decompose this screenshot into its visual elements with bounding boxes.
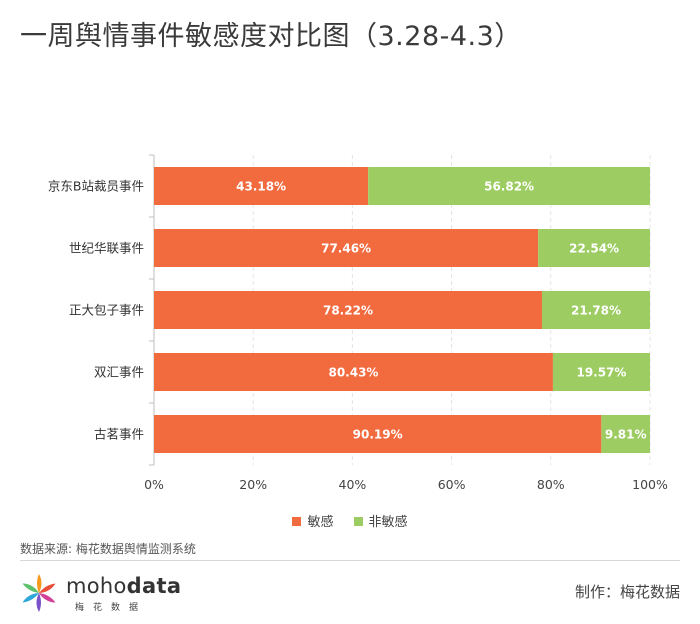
- data-label: 90.19%: [353, 428, 403, 442]
- mohodata-logo: mohodata 梅花数据: [18, 572, 181, 616]
- x-tick-label: 60%: [438, 477, 466, 492]
- data-label: 56.82%: [484, 180, 534, 194]
- data-label: 77.46%: [321, 242, 371, 256]
- logo-wordmark: mohodata: [66, 574, 181, 598]
- bar-segment: [154, 291, 542, 329]
- data-label: 80.43%: [328, 366, 378, 380]
- x-tick-label: 0%: [144, 477, 164, 492]
- data-label: 43.18%: [236, 180, 286, 194]
- bar-segment: [541, 291, 650, 329]
- chart-title: 一周舆情事件敏感度对比图（3.28-4.3）: [20, 21, 522, 52]
- logo-word-light: moho: [66, 574, 127, 598]
- category-label: 世纪华联事件: [69, 241, 144, 256]
- category-label: 双汇事件: [94, 365, 144, 380]
- data-label: 19.57%: [576, 366, 626, 380]
- legend-label: 非敏感: [368, 515, 408, 530]
- bar-segment: [154, 167, 369, 205]
- category-label: 京东B站裁员事件: [48, 179, 144, 194]
- legend-swatch: [292, 517, 302, 526]
- footer-divider: [20, 560, 680, 561]
- data-label: 78.22%: [323, 304, 373, 318]
- legend-item[interactable]: 非敏感: [353, 511, 408, 530]
- legend-label: 敏感: [307, 515, 334, 530]
- bar-segment: [368, 167, 650, 205]
- x-tick-label: 80%: [537, 477, 565, 492]
- x-tick-label: 20%: [239, 477, 267, 492]
- bar-segment: [154, 415, 602, 453]
- bar-segment: [538, 229, 650, 267]
- credit: 制作：梅花数据: [574, 583, 680, 601]
- stacked-bar-chart: 43.18% 56.82% 京东B站裁员事件 77.46% 22.54% 世纪华联事件 78…: [48, 154, 668, 492]
- data-label: 22.54%: [569, 242, 619, 256]
- category-label: 正大包子事件: [69, 303, 144, 318]
- legend-item[interactable]: 敏感: [292, 511, 334, 530]
- bar-segment: [601, 415, 650, 453]
- bar-segment: [552, 353, 650, 391]
- x-tick-label: 100%: [632, 477, 668, 492]
- logo-word-bold: data: [126, 574, 182, 598]
- data-label: 21.78%: [571, 304, 621, 318]
- bar-segment: [154, 229, 539, 267]
- legend-swatch: [353, 517, 363, 526]
- category-label: 古茗事件: [94, 427, 144, 442]
- pinwheel-icon: [22, 574, 56, 612]
- data-label: 9.81%: [605, 428, 647, 442]
- data-source: 数据来源: 梅花数据舆情监测系统: [20, 542, 196, 556]
- bar-segment: [154, 353, 553, 391]
- x-tick-label: 40%: [339, 477, 367, 492]
- logo-subtitle: 梅花数据: [75, 603, 148, 613]
- legend: 敏感 非敏感: [0, 511, 700, 530]
